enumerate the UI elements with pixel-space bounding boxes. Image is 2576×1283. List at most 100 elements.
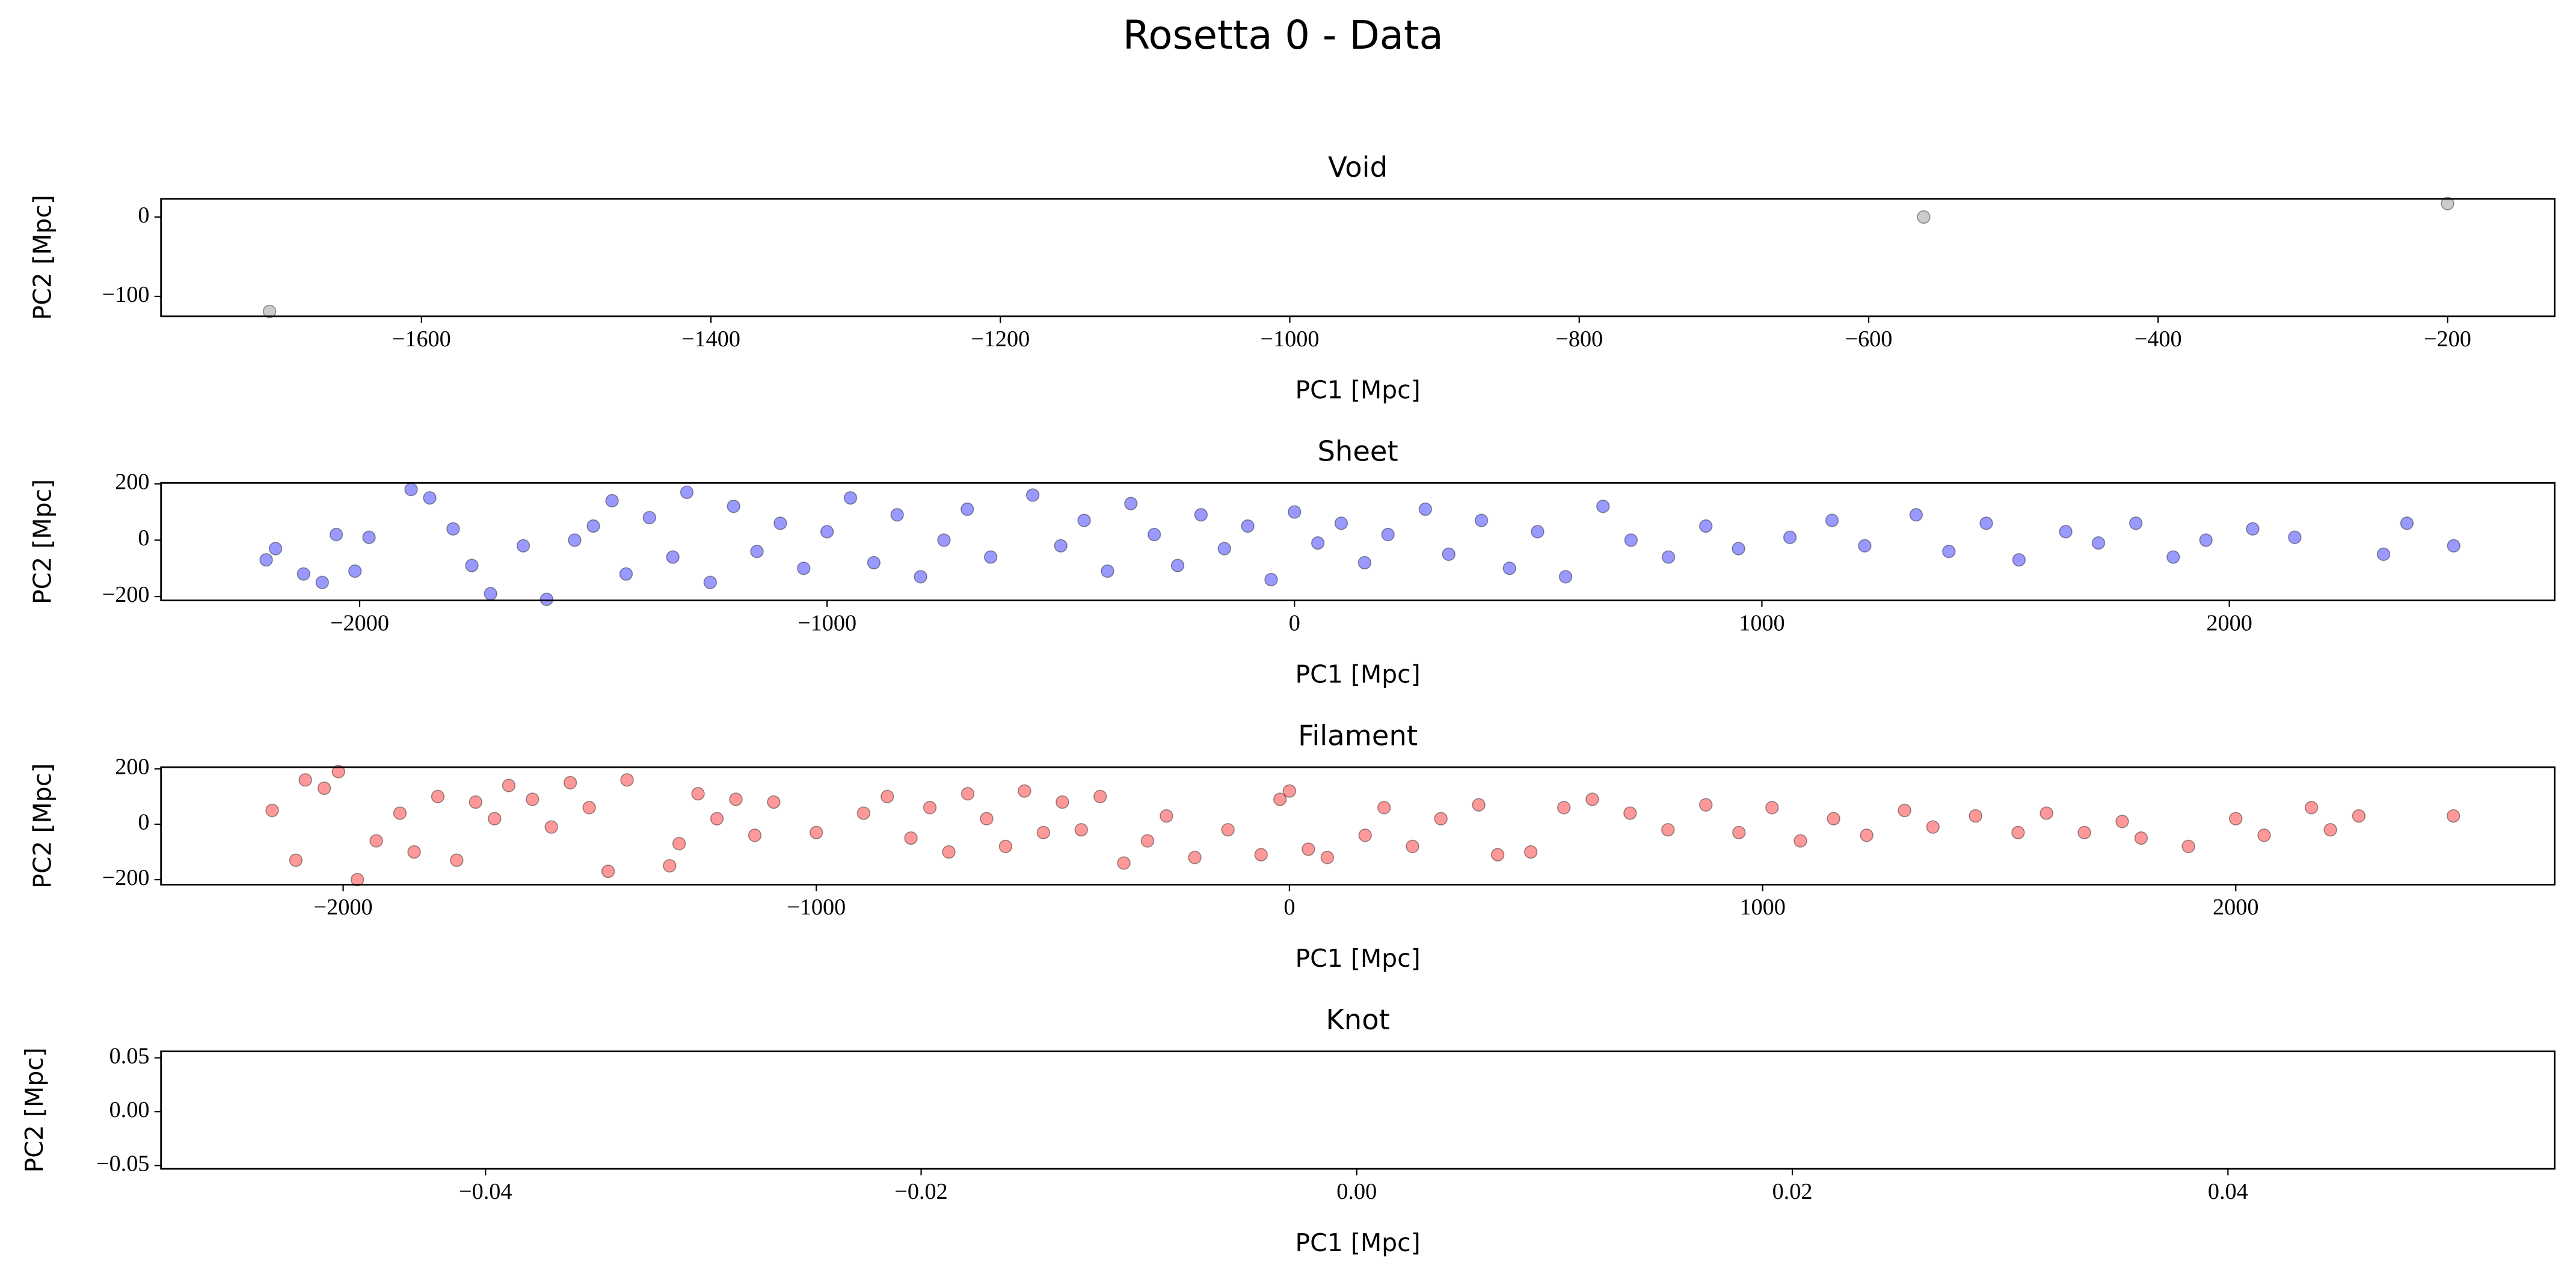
scatter-point [2441,197,2455,210]
y-axis-label: PC2 [Mpc] [28,764,57,889]
scatter-point [1858,539,1872,553]
scatter-point [856,806,871,820]
scatter-point [1502,562,1516,575]
subplot-title: Void [1328,151,1388,183]
scatter-point [544,820,558,834]
scatter-point [2376,547,2391,562]
subplot-title: Knot [1326,1003,1389,1036]
scatter-point [1117,856,1131,870]
scatter-point [1194,508,1208,522]
scatter-point [1942,544,1956,559]
scatter-point [1909,508,1923,522]
scatter-point [620,773,634,787]
y-tick-label: −200 [102,582,150,607]
scatter-point [710,812,724,825]
scatter-point [691,787,705,801]
scatter-point [983,550,998,564]
scatter-point [298,773,312,787]
scatter-point [729,792,743,806]
scatter-point [2091,536,2106,550]
scatter-point [1093,789,1107,804]
scatter-point [262,304,277,319]
scatter-point [1320,851,1335,865]
scatter-point [748,828,762,842]
x-tick-label: −800 [1555,326,1603,352]
scatter-point [1406,839,1419,854]
scatter-point [2400,516,2414,530]
scatter-point [820,525,834,539]
scatter-point [923,801,937,815]
x-axis-label: PC1 [Mpc] [1295,376,1420,405]
scatter-point [680,485,694,499]
scatter-point [265,803,279,818]
scatter-point [666,550,680,564]
scatter-point [1036,825,1051,839]
scatter-point [1732,542,1745,556]
y-tick-label: 200 [115,755,149,780]
scatter-point [1188,851,1202,865]
scatter-point [1596,500,1610,513]
scatter-point [1217,542,1231,556]
scatter-point [1557,801,1571,815]
scatter-point [1698,798,1713,812]
axes-frame [160,766,2556,886]
x-tick-label: 2000 [2206,610,2252,635]
scatter-point [1147,527,1161,542]
x-axis-label: PC1 [Mpc] [1295,660,1420,688]
x-tick-label: 1000 [1739,895,1785,920]
x-tick-label: −2000 [330,610,389,635]
scatter-point [488,812,502,825]
x-tick-label: 0 [1283,895,1295,920]
scatter-point [539,592,554,607]
scatter-point [289,853,303,868]
scatter-point [329,527,343,542]
y-tick-label: −200 [102,865,150,890]
scatter-point [642,510,657,525]
scatter-point [980,812,994,825]
scatter-point [1926,820,1940,834]
scatter-point [2115,815,2129,828]
scatter-point [2012,553,2026,567]
scatter-point [1357,556,1372,570]
y-tick-label: 0 [138,525,149,551]
scatter-point [2229,812,2243,825]
scatter-point [672,836,686,851]
scatter-point [1418,502,1433,516]
scatter-point [1698,519,1713,533]
scatter-point [2077,825,2091,839]
scatter-point [2323,822,2337,837]
x-tick-label: −2000 [314,895,373,920]
scatter-point [1585,792,1599,806]
scatter-point [1170,559,1185,572]
scatter-point [1140,834,1155,848]
scatter-point [1311,536,1325,550]
subplot: Knot PC1 [Mpc] PC2 [Mpc] −0.04 −0.02 0.00 0.02… [20,1003,2556,1257]
scatter-point [1254,848,1268,862]
y-tick-label: 0 [138,203,149,228]
scatter-point [2134,831,2148,845]
x-tick-label: −1000 [798,610,856,635]
scatter-point [1472,798,1486,812]
scatter-point [1074,822,1088,837]
scatter-point [1221,822,1235,837]
scatter-point [1490,848,1505,862]
scatter-point [727,500,740,513]
x-tick-label: −0.02 [894,1179,947,1204]
x-tick-label: −400 [2135,326,2182,352]
scatter-point [1160,809,1173,823]
x-tick-label: −0.04 [459,1179,512,1204]
scatter-point [703,575,718,589]
x-tick-label: 0.00 [1336,1179,1377,1204]
y-axis-label: PC2 [Mpc] [20,1047,49,1172]
scatter-point [446,522,460,536]
scatter-point [1474,513,1489,527]
axes-frame [160,482,2556,602]
scatter-point [268,542,283,556]
scatter-point [904,831,918,845]
scatter-point [450,853,464,868]
scatter-point [1794,834,1807,848]
subplot-title: Filament [1298,719,1418,752]
scatter-point [881,789,894,804]
